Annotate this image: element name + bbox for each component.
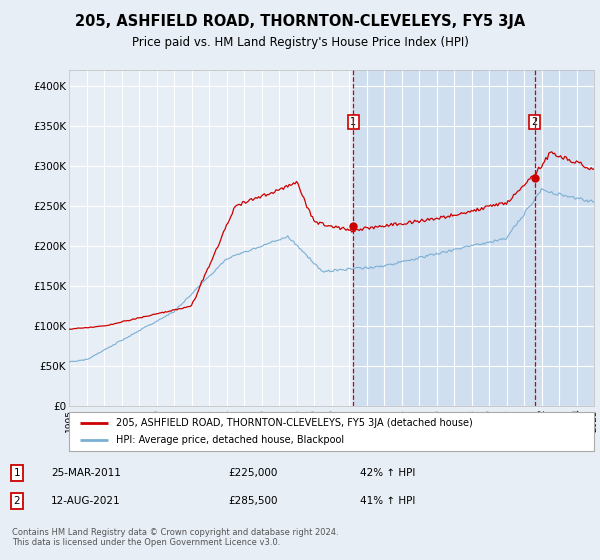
Text: Price paid vs. HM Land Registry's House Price Index (HPI): Price paid vs. HM Land Registry's House … <box>131 36 469 49</box>
Text: 42% ↑ HPI: 42% ↑ HPI <box>360 468 415 478</box>
Text: 205, ASHFIELD ROAD, THORNTON-CLEVELEYS, FY5 3JA: 205, ASHFIELD ROAD, THORNTON-CLEVELEYS, … <box>75 14 525 29</box>
Text: Contains HM Land Registry data © Crown copyright and database right 2024.
This d: Contains HM Land Registry data © Crown c… <box>12 528 338 547</box>
Text: 25-MAR-2011: 25-MAR-2011 <box>51 468 121 478</box>
Text: 12-AUG-2021: 12-AUG-2021 <box>51 496 121 506</box>
Text: £285,500: £285,500 <box>228 496 277 506</box>
Text: 205, ASHFIELD ROAD, THORNTON-CLEVELEYS, FY5 3JA (detached house): 205, ASHFIELD ROAD, THORNTON-CLEVELEYS, … <box>116 418 473 428</box>
Bar <box>353 70 594 406</box>
Text: £225,000: £225,000 <box>228 468 277 478</box>
Text: HPI: Average price, detached house, Blackpool: HPI: Average price, detached house, Blac… <box>116 435 344 445</box>
Text: 2: 2 <box>13 496 20 506</box>
Text: 41% ↑ HPI: 41% ↑ HPI <box>360 496 415 506</box>
Text: 1: 1 <box>350 117 356 127</box>
Text: 2: 2 <box>532 117 538 127</box>
Text: 1: 1 <box>13 468 20 478</box>
